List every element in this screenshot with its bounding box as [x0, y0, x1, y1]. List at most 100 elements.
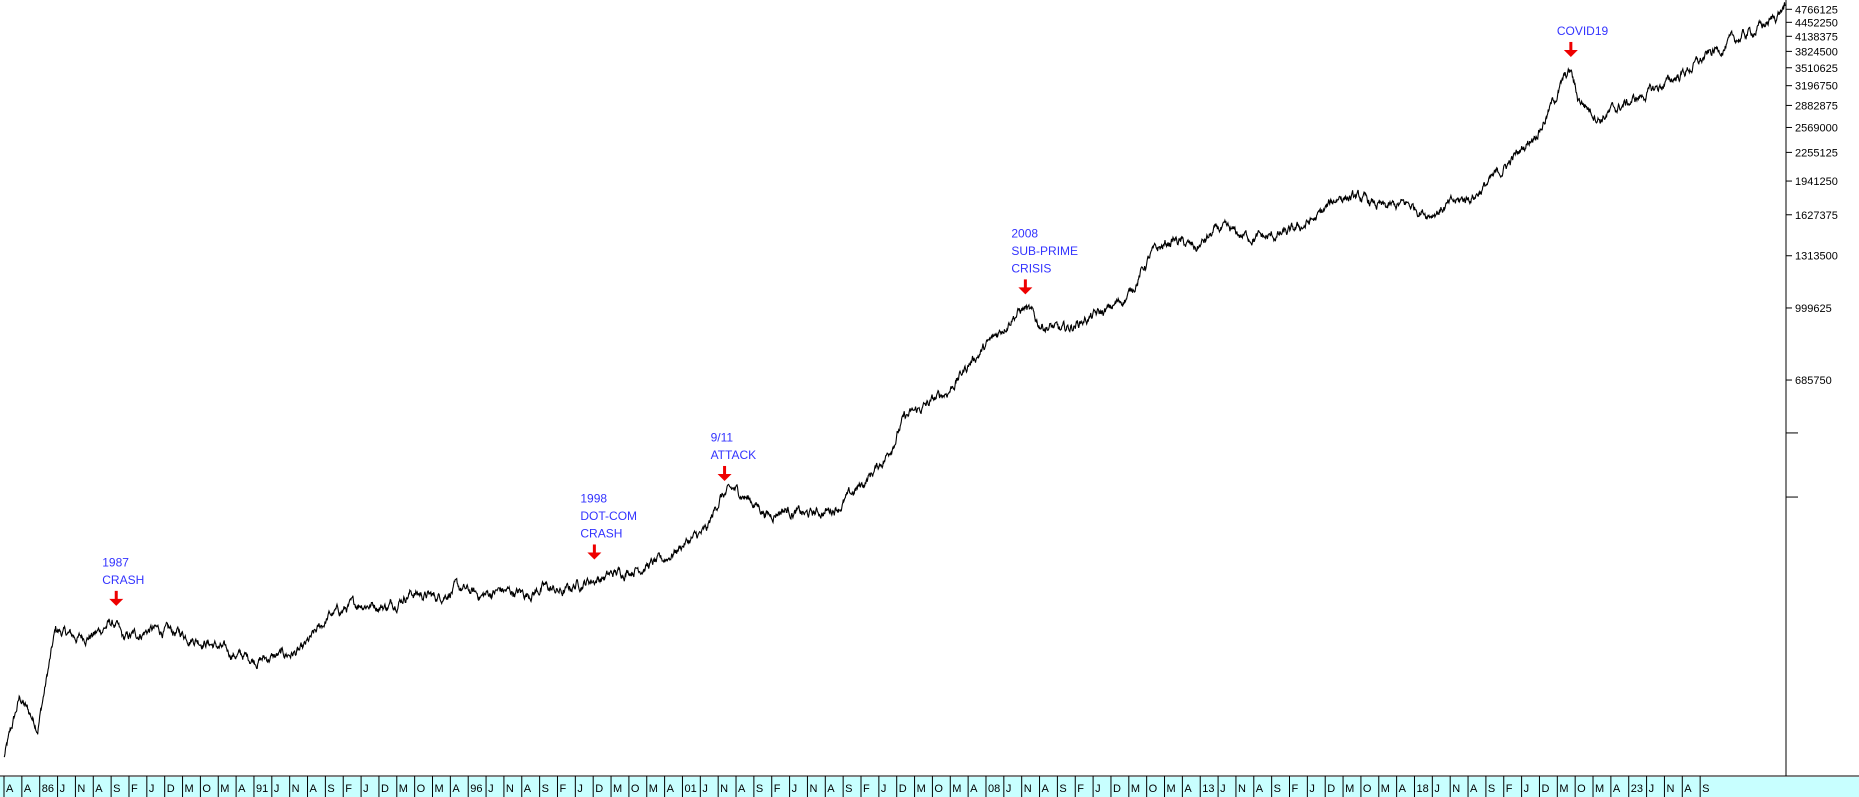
y-tick-label: 2569000	[1795, 122, 1838, 134]
annotation-label: DOT-COM	[580, 509, 637, 523]
x-axis-band	[0, 777, 1859, 797]
y-tick-label: 685750	[1795, 375, 1832, 387]
x-tick-label: S	[1274, 783, 1281, 795]
x-tick-label: A	[827, 783, 835, 795]
x-tick-label: F	[774, 783, 781, 795]
x-tick-label: N	[77, 783, 85, 795]
annotation-arrow-head	[717, 473, 732, 481]
annotation-label: 2008	[1011, 226, 1038, 240]
y-tick-label: 2255125	[1795, 147, 1838, 159]
annotations: 1987 CRASH 1998 DOT-COM CRASH 9/11 ATTACK 2008 S…	[102, 24, 1609, 606]
x-tick-label: D	[1113, 783, 1121, 795]
annotation-0: 1987 CRASH	[102, 555, 144, 606]
annotation-label: CRASH	[580, 526, 622, 540]
x-tick-label: A	[1042, 783, 1050, 795]
x-tick-label: M	[1381, 783, 1390, 795]
x-tick-label: D	[899, 783, 907, 795]
x-tick-label: F	[559, 783, 566, 795]
x-tick-label: A	[1470, 783, 1478, 795]
y-tick-label: 2882875	[1795, 100, 1838, 112]
y-tick-label: 1941250	[1795, 176, 1838, 188]
price-series-line	[3, 2, 1786, 758]
x-tick-label: J	[274, 783, 280, 795]
x-tick-label: A	[1684, 783, 1692, 795]
annotation-arrow-head	[1018, 287, 1033, 295]
x-tick-label: N	[720, 783, 728, 795]
x-tick-label: N	[292, 783, 300, 795]
x-tick-label: S	[327, 783, 334, 795]
x-tick-label: S	[845, 783, 852, 795]
x-tick-label: M	[613, 783, 622, 795]
annotation-arrow-head	[109, 598, 124, 606]
x-tick-label: O	[202, 783, 211, 795]
x-tick-label: 86	[42, 783, 54, 795]
annotation-label: CRISIS	[1011, 261, 1051, 275]
annotation-label: CRASH	[102, 573, 144, 587]
x-tick-label: N	[809, 783, 817, 795]
x-tick-label: S	[1059, 783, 1066, 795]
x-tick-label: A	[310, 783, 318, 795]
x-tick-label: N	[1024, 783, 1032, 795]
x-tick-label: J	[1006, 783, 1012, 795]
y-tick-label: 4138375	[1795, 31, 1838, 43]
x-tick-label: J	[792, 783, 798, 795]
x-tick-label: M	[399, 783, 408, 795]
x-tick-label: 91	[256, 783, 268, 795]
y-tick-label: 1313500	[1795, 251, 1838, 263]
x-tick-label: D	[381, 783, 389, 795]
x-tick-label: D	[167, 783, 175, 795]
annotation-arrow-head	[1563, 49, 1578, 57]
x-tick-label: F	[1292, 783, 1299, 795]
x-tick-label: D	[1327, 783, 1335, 795]
x-tick-label: M	[185, 783, 194, 795]
x-tick-label: O	[631, 783, 640, 795]
x-tick-label: J	[702, 783, 708, 795]
x-tick-label: J	[1220, 783, 1226, 795]
x-tick-label: F	[863, 783, 870, 795]
x-tick-label: O	[1149, 783, 1158, 795]
x-tick-label: A	[238, 783, 246, 795]
x-tick-label: A	[524, 783, 532, 795]
x-tick-label: A	[1399, 783, 1407, 795]
x-tick-label: A	[1256, 783, 1264, 795]
x-tick-label: N	[1238, 783, 1246, 795]
x-tick-label: J	[363, 783, 369, 795]
x-tick-label: F	[1506, 783, 1513, 795]
y-tick-label: 1627375	[1795, 210, 1838, 222]
annotation-4: COVID19	[1557, 24, 1609, 57]
y-tick-label: 4452250	[1795, 17, 1838, 29]
annotation-label: 1987	[102, 555, 129, 569]
x-tick-label: S	[756, 783, 763, 795]
x-tick-label: A	[1613, 783, 1621, 795]
annotation-label: SUB-PRIME	[1011, 244, 1078, 258]
x-tick-label: A	[452, 783, 460, 795]
x-tick-label: N	[506, 783, 514, 795]
x-tick-label: J	[1649, 783, 1655, 795]
x-tick-label: 23	[1631, 783, 1643, 795]
x-tick-label: 18	[1416, 783, 1428, 795]
y-tick-label: 999625	[1795, 303, 1832, 315]
x-tick-label: J	[60, 783, 66, 795]
annotation-label: COVID19	[1557, 24, 1609, 38]
x-tick-label: O	[1577, 783, 1586, 795]
x-tick-label: 08	[988, 783, 1000, 795]
x-tick-label: M	[1345, 783, 1354, 795]
plot-area	[3, 2, 1786, 758]
annotation-arrow-head	[587, 552, 602, 560]
x-tick-label: J	[1524, 783, 1530, 795]
x-tick-label: M	[1559, 783, 1568, 795]
x-tick-label: N	[1452, 783, 1460, 795]
x-tick-label: M	[435, 783, 444, 795]
x-tick-label: M	[1167, 783, 1176, 795]
x-tick-label: A	[667, 783, 675, 795]
x-tick-label: S	[113, 783, 120, 795]
x-tick-label: J	[149, 783, 155, 795]
x-tick-label: A	[1184, 783, 1192, 795]
y-tick-label: 3196750	[1795, 81, 1838, 93]
x-tick-label: D	[1541, 783, 1549, 795]
x-tick-label: S	[542, 783, 549, 795]
x-tick-label: D	[595, 783, 603, 795]
